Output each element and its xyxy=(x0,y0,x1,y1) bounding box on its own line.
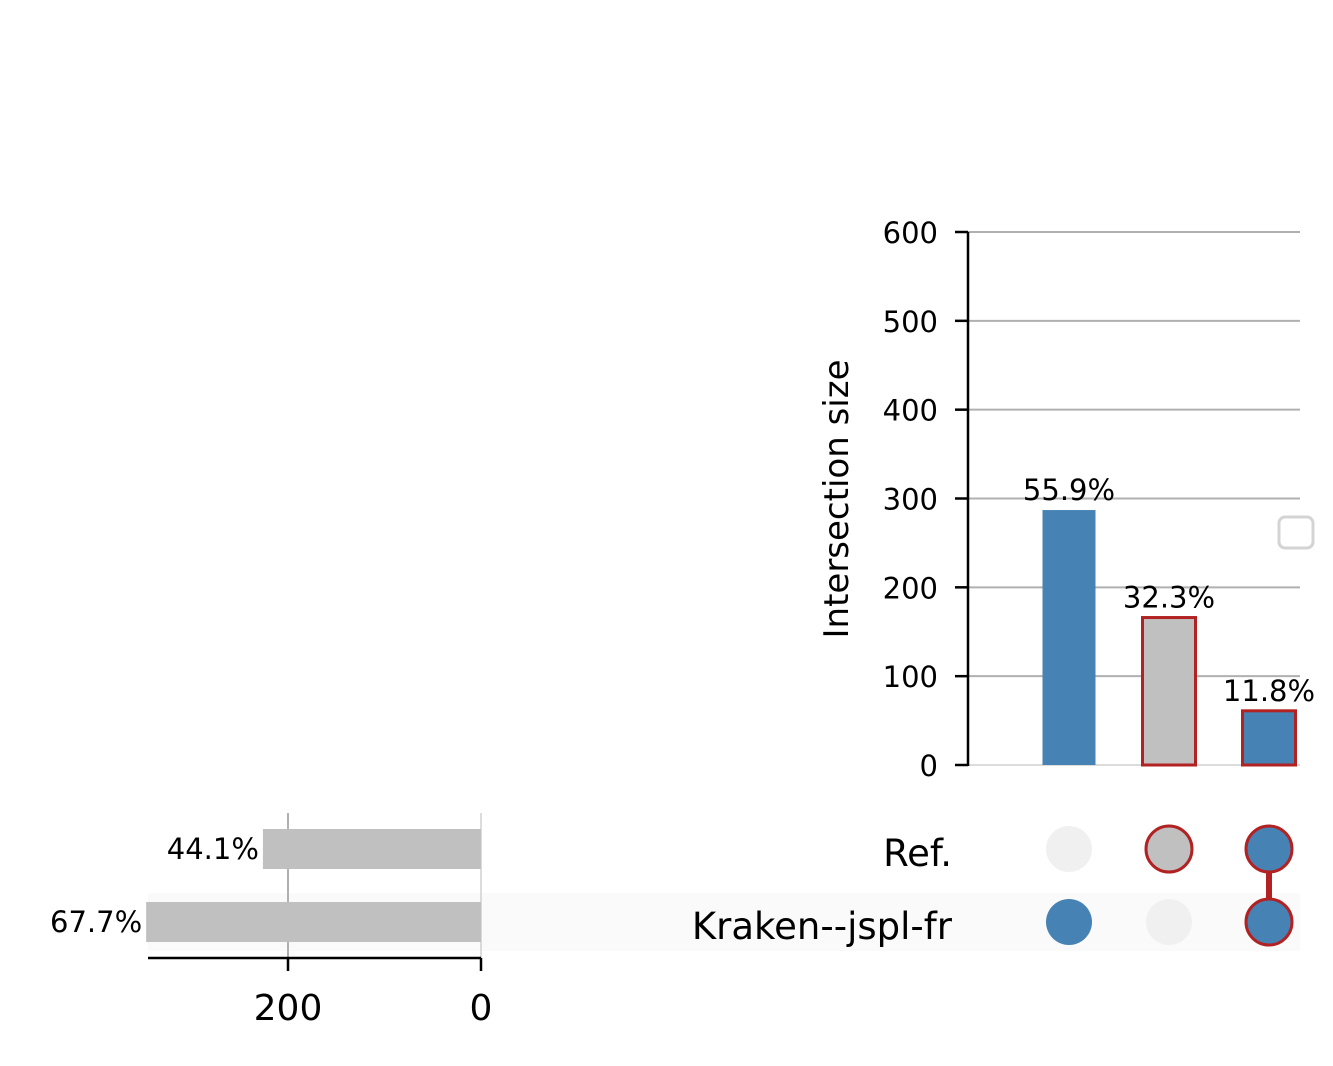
matrix-dot-active xyxy=(1244,897,1294,947)
intersection-chart: 0 100 200 300 400 500 600 Intersection size 55… xyxy=(817,216,1315,783)
set-size-bar xyxy=(262,829,481,869)
y-tick-label: 0 xyxy=(920,749,938,783)
set-size-chart: 44.1%67.7% 200 0 xyxy=(50,813,492,1029)
set-size-tick-label: 0 xyxy=(470,988,493,1029)
y-axis-label: Intersection size xyxy=(817,360,857,639)
intersection-bar-label: 55.9% xyxy=(1023,473,1115,507)
y-tick-label: 200 xyxy=(883,571,938,605)
set-size-bar-label: 67.7% xyxy=(50,905,142,939)
set-size-tick-label: 200 xyxy=(254,988,323,1029)
y-tick-label: 500 xyxy=(883,305,938,339)
intersection-bar-label: 32.3% xyxy=(1123,581,1215,615)
legend-box xyxy=(1277,515,1315,550)
intersection-matrix xyxy=(1046,824,1294,947)
set-size-bars: 44.1% 67.7% xyxy=(50,829,481,942)
intersection-bar-label: 11.8% xyxy=(1223,674,1315,708)
matrix-dot-active xyxy=(1144,824,1194,874)
y-tick-label: 100 xyxy=(883,660,938,694)
set-size-bar-label: 44.1% xyxy=(167,832,259,866)
intersection-bars: 55.9% 32.3% 11.8% xyxy=(1023,473,1315,767)
matrix-dot-inactive xyxy=(1146,899,1192,945)
y-tick-label: 400 xyxy=(883,394,938,428)
y-tick-label: 600 xyxy=(883,216,938,250)
intersection-bar xyxy=(1141,616,1197,767)
intersection-bar xyxy=(1042,510,1096,765)
set-size-x-ticks: 200 0 xyxy=(254,958,493,1029)
y-tick-label: 300 xyxy=(883,483,938,517)
set-name-ref: Ref. xyxy=(883,832,952,875)
intersection-bar xyxy=(1241,709,1297,767)
matrix-dot-inactive xyxy=(1046,826,1092,872)
matrix-dot-active xyxy=(1046,899,1092,945)
set-size-bar xyxy=(146,902,481,942)
set-name-kraken: Kraken--jspl-fr xyxy=(692,905,953,948)
y-ticks: 0 100 200 300 400 500 600 xyxy=(883,216,968,783)
matrix-dot-active xyxy=(1244,824,1294,874)
